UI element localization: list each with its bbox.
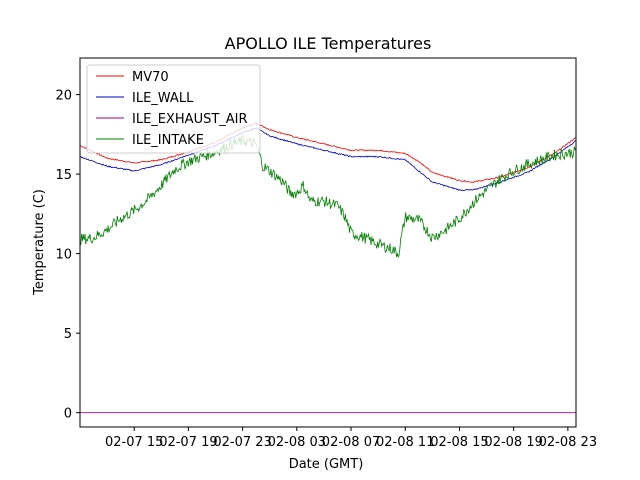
y-tick-label: 15 [55, 168, 72, 183]
legend-entry-label: MV70 [132, 70, 169, 85]
x-axis-label: Date (GMT) [289, 457, 364, 472]
x-tick-label: 02-08 11 [376, 435, 434, 450]
legend-entry-label: ILE_EXHAUST_AIR [132, 112, 248, 127]
plot-frame [79, 57, 577, 428]
x-tick-label: 02-07 23 [213, 435, 271, 450]
y-axis-label: Temperature (C) [32, 189, 47, 296]
x-tick-label: 02-08 19 [484, 435, 542, 450]
series-line-mv70 [79, 122, 577, 184]
x-tick-label: 02-08 07 [322, 435, 380, 450]
plot-layer [79, 122, 577, 414]
x-tick-label: 02-08 03 [268, 435, 326, 450]
series-line-ile-intake [79, 134, 577, 259]
x-tick-label: 02-08 23 [539, 435, 597, 450]
legend-entry-label: ILE_INTAKE [132, 133, 204, 148]
chart-title: APOLLO ILE Temperatures [225, 34, 432, 53]
x-tick-label: 02-07 19 [159, 435, 217, 450]
y-tick-label: 0 [64, 407, 72, 422]
legend: MV70 ILE_WALL ILE_EXHAUST_AIR ILE_INTAKE [86, 64, 261, 154]
legend-entry-label: ILE_WALL [132, 91, 194, 106]
y-tick-label: 5 [64, 327, 72, 342]
y-tick-label: 10 [55, 248, 72, 263]
y-tick-label: 20 [55, 89, 72, 104]
legend-box [86, 64, 261, 154]
x-tick-label: 02-08 15 [430, 435, 488, 450]
x-tick-label: 02-07 15 [105, 435, 163, 450]
